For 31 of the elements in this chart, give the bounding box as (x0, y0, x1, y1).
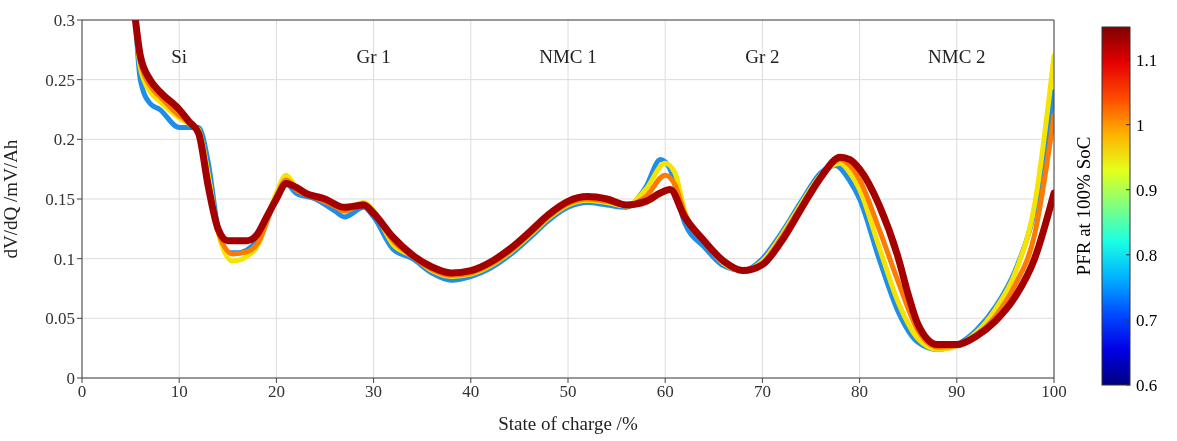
color-bar-label: 0.7 (1136, 310, 1158, 330)
x-tick-label: 100 (1041, 382, 1067, 402)
x-tick-label: 10 (170, 382, 188, 402)
annotation: Gr 2 (745, 45, 780, 67)
color-bar-label: 0.6 (1136, 376, 1158, 395)
color-bar-label: 1.1 (1136, 50, 1158, 70)
y-tick-label: 0.2 (53, 130, 75, 150)
annotation: Si (171, 45, 188, 67)
color-bar-title: PFR at 100% SoC (1073, 136, 1094, 276)
annotation: Gr 1 (356, 45, 391, 67)
y-tick-label: 0.1 (53, 249, 75, 269)
x-tick-label: 40 (462, 382, 480, 402)
x-tick-label: 80 (851, 382, 869, 402)
y-tick-label: 0.25 (45, 70, 75, 90)
x-tick-label: 50 (559, 382, 577, 402)
color-bar-label: 0.8 (1136, 245, 1158, 265)
x-axis-title: State of charge /% (498, 413, 638, 434)
x-tick-label: 90 (948, 382, 966, 402)
y-tick-label: 0.15 (45, 190, 75, 210)
x-tick-label: 30 (365, 382, 383, 402)
x-tick-label: 60 (656, 382, 674, 402)
color-bar-label: 1 (1136, 115, 1145, 135)
y-tick-label: 0.05 (45, 309, 75, 329)
x-tick-label: 70 (753, 382, 771, 402)
annotation: NMC 2 (928, 45, 986, 67)
annotation: NMC 1 (539, 45, 597, 67)
x-tick-label: 20 (267, 382, 285, 402)
color-bar-label: 0.9 (1136, 180, 1158, 200)
y-tick-label: 0.3 (53, 11, 75, 31)
y-axis-title: dV/dQ /mV/Ah (0, 139, 21, 259)
y-tick-label: 0 (66, 369, 75, 389)
